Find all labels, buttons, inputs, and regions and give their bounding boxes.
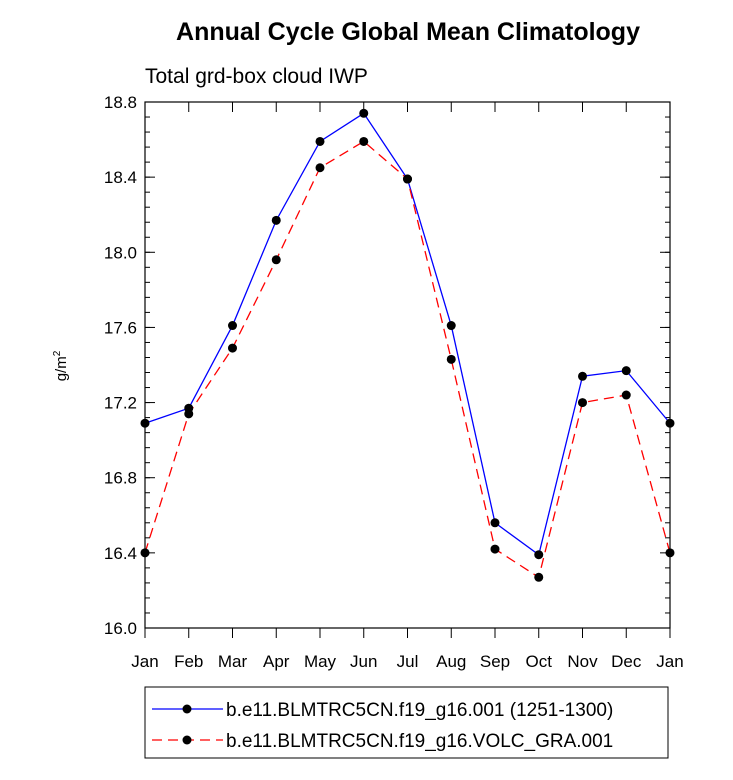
- axis-ticks: [144, 101, 671, 638]
- series-2-point-3: [271, 255, 281, 265]
- x-tick-label-5: Jun: [350, 652, 377, 671]
- x-tick-label-7: Aug: [436, 652, 466, 671]
- legend-label-series-2: b.e11.BLMTRC5CN.f19_g16.VOLC_GRA.001: [226, 731, 613, 752]
- legend-box: [144, 686, 669, 759]
- y-axis-label-superscript: 2: [52, 350, 63, 356]
- x-tick-label-8: Sep: [480, 652, 510, 671]
- series-2-point-6: [403, 174, 412, 184]
- x-tick-label-10: Nov: [567, 652, 598, 671]
- x-tick-label-3: Apr: [263, 652, 290, 671]
- x-tick-label-6: Jul: [397, 652, 419, 671]
- series-1-point-7: [446, 321, 456, 331]
- series-2-point-1: [184, 409, 194, 419]
- chart-subtitle: Total grd-box cloud IWP: [145, 65, 368, 88]
- series-2-point-8: [490, 544, 500, 554]
- y-tick-label-5: 18.0: [104, 243, 137, 262]
- y-tick-labels: 16.0 16.4 16.8 17.2 17.6 18.0 18.4 18.8: [104, 93, 137, 638]
- y-tick-label-2: 16.8: [104, 469, 137, 488]
- y-axis-label-base: g/m: [53, 356, 70, 381]
- y-tick-label-0: 16.0: [104, 619, 137, 638]
- series-1-point-11: [621, 366, 631, 376]
- legend-marker-series-2: [182, 735, 192, 745]
- series-1-point-10: [578, 371, 587, 381]
- legend-marker-series-1: [182, 704, 192, 714]
- x-tick-label-0: Jan: [131, 652, 158, 671]
- legend: b.e11.BLMTRC5CN.f19_g16.001 (1251-1300) …: [144, 686, 669, 759]
- series-markers: [140, 108, 675, 582]
- series-1-point-3: [271, 215, 281, 225]
- x-tick-label-9: Oct: [526, 652, 553, 671]
- x-tick-label-1: Feb: [174, 652, 203, 671]
- series-2-point-5: [359, 136, 369, 146]
- series-2-point-11: [621, 390, 631, 400]
- x-tick-label-12: Jan: [656, 652, 683, 671]
- x-tick-labels: Jan Feb Mar Apr May Jun Jul Aug Sep Oct Nov Dec Jan: [131, 652, 683, 671]
- x-tick-label-11: Dec: [611, 652, 642, 671]
- y-axis-label: g/m2: [52, 350, 70, 381]
- series-1-point-5: [359, 108, 369, 118]
- y-tick-label-6: 18.4: [104, 168, 137, 187]
- series-1-point-4: [315, 136, 325, 146]
- series-1-point-2: [228, 321, 237, 331]
- legend-label-series-1: b.e11.BLMTRC5CN.f19_g16.001 (1251-1300): [226, 700, 613, 721]
- x-tick-label-4: May: [304, 652, 337, 671]
- y-tick-label-4: 17.6: [104, 318, 137, 337]
- x-tick-label-2: Mar: [218, 652, 248, 671]
- y-tick-label-1: 16.4: [104, 544, 137, 563]
- series-line-2: [144, 140, 671, 579]
- series-2-point-9: [534, 572, 544, 582]
- chart-title: Annual Cycle Global Mean Climatology: [176, 18, 640, 46]
- series-1-point-8: [490, 518, 500, 528]
- series-2-point-10: [578, 398, 587, 408]
- series-2-point-7: [446, 354, 456, 364]
- y-tick-label-7: 18.8: [104, 93, 137, 112]
- series-1-point-9: [534, 550, 544, 560]
- series-2-point-4: [315, 163, 325, 173]
- plot-frame: [144, 101, 671, 629]
- series-2-point-2: [228, 343, 237, 353]
- y-tick-label-3: 17.2: [104, 394, 137, 413]
